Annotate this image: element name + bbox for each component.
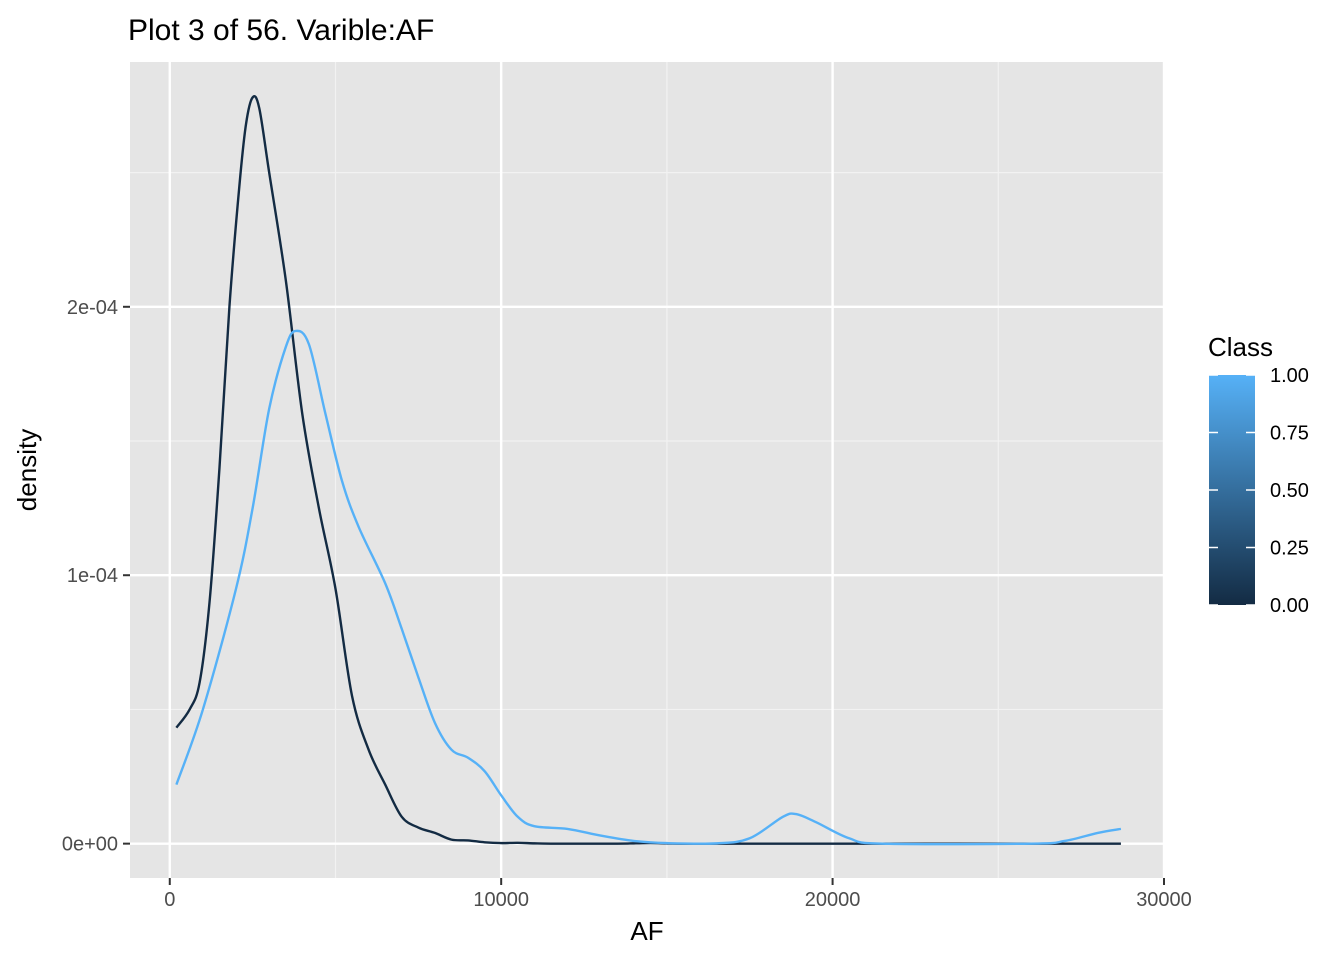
legend: Class 0.00 0.25 0.50 0.75 1.00 [1208,332,1309,617]
y-axis: 0e+00 1e-04 2e-04 [62,297,130,856]
series-layer [175,95,1122,846]
legend-break-label: 1.00 [1270,365,1309,387]
plot-panel [130,62,1164,878]
legend-break-label: 0.75 [1270,423,1309,445]
x-tick-label: 10000 [473,889,529,911]
x-axis-title: AF [630,916,663,946]
x-tick-label: 20000 [805,889,861,911]
legend-break-label: 0.50 [1270,480,1309,502]
y-tick-label: 2e-04 [67,297,118,319]
legend-ticks: 0.00 0.25 0.50 0.75 1.00 [1209,365,1309,617]
minor-gridlines [130,62,1164,878]
y-tick-label: 0e+00 [62,834,118,856]
x-tick-label: 30000 [1136,889,1192,911]
y-tick-label: 1e-04 [67,565,118,587]
x-axis: 0 10000 20000 30000 [164,878,1192,911]
chart-title: Plot 3 of 56. Varible:AF [128,14,434,47]
density-line-class-1 [175,329,1122,846]
legend-title: Class [1208,332,1273,362]
legend-break-label: 0.25 [1270,538,1309,560]
y-axis-title: density [12,429,42,511]
legend-break-label: 0.00 [1270,595,1309,617]
major-gridlines [130,62,1166,878]
x-tick-label: 0 [164,889,175,911]
